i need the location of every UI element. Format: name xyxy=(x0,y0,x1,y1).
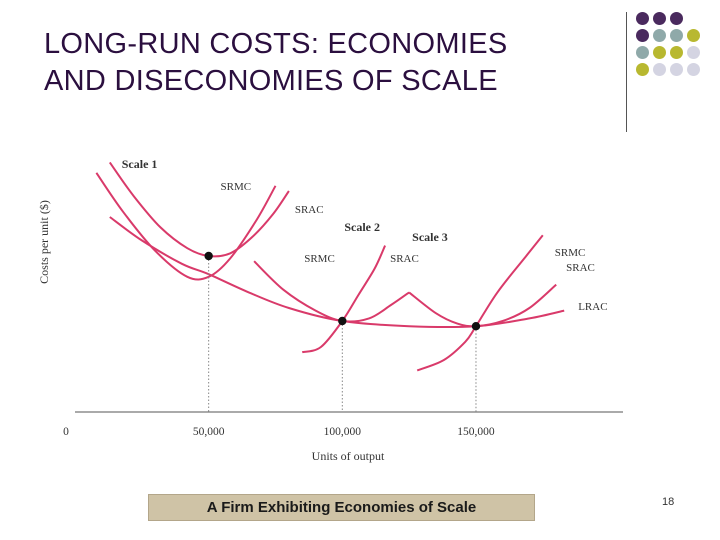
x-axis-title: Units of output xyxy=(312,449,385,463)
srmc-curve-scale-3 xyxy=(416,234,544,372)
lrac-curve xyxy=(109,216,565,329)
decorative-dot xyxy=(653,46,666,59)
slide-title: LONG-RUN COSTS: ECONOMIES AND DISECONOMI… xyxy=(44,26,614,100)
chart-axes: 0 50,000 100,000 150,000 Units of output Cost… xyxy=(37,200,623,463)
y-axis-title: Costs per unit ($) xyxy=(37,200,51,284)
chart-marks xyxy=(204,251,481,412)
srac-curve-scale-2 xyxy=(253,260,410,323)
optimum-point-scale-2 xyxy=(338,316,347,326)
decorative-dot xyxy=(670,12,683,25)
srac-label-scale-3: SRAC xyxy=(566,262,595,274)
scale-1-label: Scale 1 xyxy=(122,157,158,171)
decorative-dot xyxy=(636,46,649,59)
chart-curves xyxy=(95,161,565,372)
page-number: 18 xyxy=(662,496,675,508)
decorative-dot xyxy=(653,63,666,76)
srmc-curve-scale-1 xyxy=(95,172,277,281)
scale-3-label: Scale 3 xyxy=(412,230,448,244)
decorative-dot-grid xyxy=(636,12,720,132)
decorative-dot xyxy=(687,46,700,59)
decorative-dot xyxy=(670,63,683,76)
slide-title-line-1: LONG-RUN COSTS: ECONOMIES xyxy=(44,28,508,60)
decorative-dot xyxy=(636,63,649,76)
scale-2-label: Scale 2 xyxy=(344,220,380,234)
title-divider xyxy=(626,12,627,132)
decorative-dot xyxy=(687,63,700,76)
x-tick-label: 0 xyxy=(63,426,69,438)
figure-caption: A Firm Exhibiting Economies of Scale xyxy=(148,494,535,521)
decorative-dot xyxy=(653,12,666,25)
srac-label-scale-2: SRAC xyxy=(390,253,419,265)
srmc-label-scale-3: SRMC xyxy=(555,247,586,259)
x-tick-label: 100,000 xyxy=(324,426,362,438)
srmc-curve-scale-2 xyxy=(301,245,387,354)
srmc-label-scale-1: SRMC xyxy=(220,181,251,193)
optimum-point-scale-1 xyxy=(204,251,213,261)
optimum-point-scale-3 xyxy=(471,322,481,331)
x-tick-label: 50,000 xyxy=(193,426,225,438)
lrac-label: LRAC xyxy=(578,301,607,313)
srac-label-scale-1: SRAC xyxy=(295,204,324,216)
chart-labels: Scale 1 SRMC SRAC Scale 2 SRMC SRAC Scale 3 SRM… xyxy=(122,157,608,313)
decorative-dot xyxy=(670,29,683,42)
decorative-dot xyxy=(670,46,683,59)
srac-curve-scale-3 xyxy=(408,283,557,328)
srmc-label-scale-2: SRMC xyxy=(304,253,335,265)
x-tick-label: 150,000 xyxy=(457,426,495,438)
cost-chart: 0 50,000 100,000 150,000 Units of output Cost… xyxy=(37,157,623,463)
decorative-dot xyxy=(636,29,649,42)
decorative-dot xyxy=(653,29,666,42)
decorative-dot xyxy=(687,29,700,42)
decorative-dot xyxy=(636,12,649,25)
slide-title-line-2: AND DISECONOMIES OF SCALE xyxy=(44,65,498,97)
